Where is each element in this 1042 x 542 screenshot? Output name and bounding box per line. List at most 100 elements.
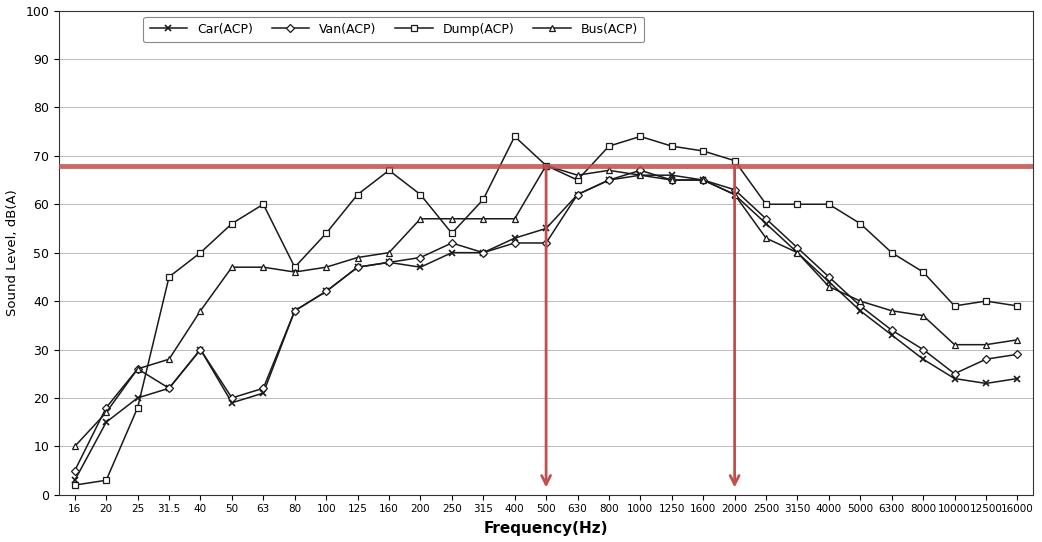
Bus(ACP)	[540, 162, 552, 169]
Car(ACP)	[320, 288, 332, 295]
X-axis label: Frequency(Hz): Frequency(Hz)	[483, 521, 609, 537]
Van(ACP)	[320, 288, 332, 295]
Car(ACP)	[69, 477, 81, 483]
Bus(ACP)	[917, 312, 929, 319]
Car(ACP)	[948, 375, 961, 382]
Car(ACP)	[289, 307, 301, 314]
Bus(ACP)	[979, 341, 992, 348]
Dump(ACP)	[414, 191, 426, 198]
Van(ACP)	[131, 366, 144, 372]
Bus(ACP)	[602, 167, 615, 173]
Van(ACP)	[571, 191, 584, 198]
Car(ACP)	[382, 259, 395, 266]
Van(ACP)	[602, 177, 615, 183]
Van(ACP)	[226, 395, 239, 401]
Line: Van(ACP): Van(ACP)	[72, 167, 1020, 473]
Dump(ACP)	[697, 148, 710, 154]
Y-axis label: Sound Level, dB(A): Sound Level, dB(A)	[5, 189, 19, 316]
Van(ACP)	[257, 385, 270, 391]
Dump(ACP)	[635, 133, 647, 140]
Bus(ACP)	[728, 191, 741, 198]
Car(ACP)	[760, 221, 772, 227]
Van(ACP)	[917, 346, 929, 353]
Dump(ACP)	[477, 196, 490, 203]
Legend: Car(ACP), Van(ACP), Dump(ACP), Bus(ACP): Car(ACP), Van(ACP), Dump(ACP), Bus(ACP)	[143, 17, 644, 42]
Van(ACP)	[948, 371, 961, 377]
Car(ACP)	[666, 172, 678, 178]
Car(ACP)	[477, 249, 490, 256]
Dump(ACP)	[791, 201, 803, 208]
Bus(ACP)	[320, 264, 332, 270]
Van(ACP)	[635, 167, 647, 173]
Car(ACP)	[446, 249, 458, 256]
Bus(ACP)	[571, 172, 584, 178]
Van(ACP)	[69, 467, 81, 474]
Van(ACP)	[697, 177, 710, 183]
Bus(ACP)	[948, 341, 961, 348]
Car(ACP)	[100, 419, 113, 425]
Dump(ACP)	[540, 162, 552, 169]
Van(ACP)	[822, 274, 835, 280]
Dump(ACP)	[760, 201, 772, 208]
Van(ACP)	[414, 254, 426, 261]
Car(ACP)	[226, 399, 239, 406]
Dump(ACP)	[69, 482, 81, 488]
Van(ACP)	[508, 240, 521, 246]
Car(ACP)	[917, 356, 929, 363]
Car(ACP)	[728, 191, 741, 198]
Van(ACP)	[1011, 351, 1023, 358]
Car(ACP)	[540, 225, 552, 232]
Dump(ACP)	[100, 477, 113, 483]
Bus(ACP)	[351, 254, 364, 261]
Dump(ACP)	[163, 274, 175, 280]
Bus(ACP)	[477, 216, 490, 222]
Bus(ACP)	[414, 216, 426, 222]
Bus(ACP)	[382, 249, 395, 256]
Van(ACP)	[760, 216, 772, 222]
Bus(ACP)	[163, 356, 175, 363]
Dump(ACP)	[289, 264, 301, 270]
Van(ACP)	[791, 244, 803, 251]
Bus(ACP)	[226, 264, 239, 270]
Bus(ACP)	[886, 307, 898, 314]
Dump(ACP)	[131, 404, 144, 411]
Car(ACP)	[1011, 375, 1023, 382]
Dump(ACP)	[822, 201, 835, 208]
Bus(ACP)	[697, 177, 710, 183]
Car(ACP)	[886, 332, 898, 338]
Van(ACP)	[163, 385, 175, 391]
Dump(ACP)	[728, 157, 741, 164]
Van(ACP)	[289, 307, 301, 314]
Bus(ACP)	[131, 366, 144, 372]
Car(ACP)	[131, 395, 144, 401]
Van(ACP)	[886, 327, 898, 333]
Car(ACP)	[257, 390, 270, 396]
Line: Dump(ACP): Dump(ACP)	[71, 133, 1021, 488]
Car(ACP)	[602, 177, 615, 183]
Dump(ACP)	[666, 143, 678, 150]
Van(ACP)	[100, 404, 113, 411]
Car(ACP)	[822, 279, 835, 285]
Bus(ACP)	[257, 264, 270, 270]
Bus(ACP)	[508, 216, 521, 222]
Car(ACP)	[351, 264, 364, 270]
Dump(ACP)	[854, 221, 867, 227]
Car(ACP)	[194, 346, 206, 353]
Dump(ACP)	[257, 201, 270, 208]
Dump(ACP)	[948, 302, 961, 309]
Van(ACP)	[854, 302, 867, 309]
Car(ACP)	[854, 307, 867, 314]
Van(ACP)	[382, 259, 395, 266]
Dump(ACP)	[226, 221, 239, 227]
Bus(ACP)	[666, 177, 678, 183]
Van(ACP)	[540, 240, 552, 246]
Car(ACP)	[508, 235, 521, 241]
Dump(ACP)	[571, 177, 584, 183]
Van(ACP)	[666, 177, 678, 183]
Car(ACP)	[571, 191, 584, 198]
Car(ACP)	[697, 177, 710, 183]
Car(ACP)	[414, 264, 426, 270]
Van(ACP)	[728, 186, 741, 193]
Bus(ACP)	[194, 307, 206, 314]
Bus(ACP)	[69, 443, 81, 450]
